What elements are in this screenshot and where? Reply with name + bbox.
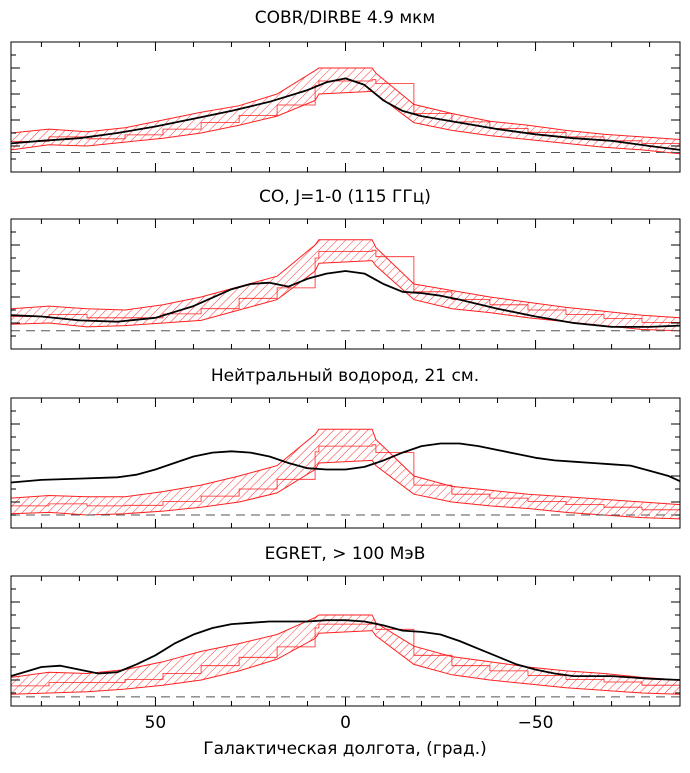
profile-line [11, 77, 680, 151]
profile-line [11, 619, 680, 681]
x-tick-label: 50 [145, 713, 167, 733]
panel-1 [10, 41, 681, 173]
error-band [11, 428, 680, 520]
band-steps [11, 249, 680, 325]
panel-2-title: CO, J=1-0 (115 ГГц) [259, 187, 431, 207]
panel-frame [10, 218, 681, 350]
band-steps [11, 444, 680, 512]
error-band [11, 614, 680, 695]
error-band [11, 67, 680, 155]
profile-line [11, 270, 680, 328]
panel-3 [10, 397, 681, 529]
x-tick-label: −50 [518, 713, 554, 733]
panel-1-title: COBR/DIRBE 4.9 мкм [254, 8, 436, 28]
band-steps [11, 79, 680, 147]
x-tick-label: 0 [340, 713, 351, 733]
panel-3-title: Нейтральный водород, 21 см. [210, 366, 480, 386]
x-axis-label: Галактическая долгота, (град.) [203, 739, 487, 759]
panel-2 [10, 218, 681, 350]
profile-line [11, 442, 680, 484]
panel-4-title: EGRET, > 100 МэВ [264, 544, 426, 564]
panel-4: 50 0 −50 [10, 575, 681, 733]
error-band [11, 239, 680, 332]
